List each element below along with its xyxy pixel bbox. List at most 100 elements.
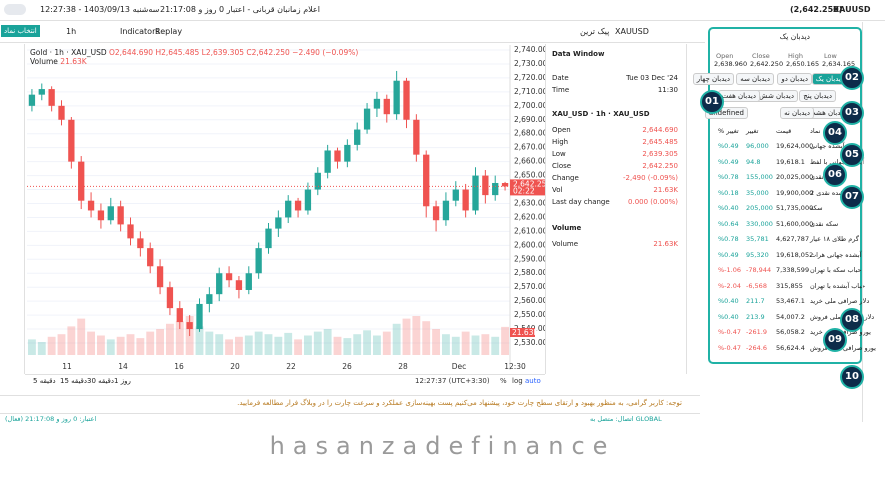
watchlist-cell: %0.49	[718, 142, 739, 150]
candle-body	[275, 217, 282, 229]
volume-bar	[87, 331, 95, 355]
volume-bar	[136, 338, 145, 355]
watchlist-cell: 7,338,599	[776, 266, 810, 274]
volume-bar	[461, 331, 470, 355]
volume-bar	[284, 332, 293, 355]
replay-button[interactable]: Replay	[155, 27, 183, 36]
volume-bar	[235, 336, 243, 355]
y-tick-label: 2,670.000	[514, 143, 545, 152]
x-tick-label: 16	[174, 362, 184, 371]
range-button[interactable]: دقیقه 30	[87, 377, 115, 385]
x-tick-label: Dec	[452, 362, 467, 371]
candle-body	[334, 150, 341, 162]
step-badge: 04	[823, 121, 847, 145]
watchlist-cell: 96,000	[746, 142, 769, 150]
x-tick-label: 20	[230, 362, 240, 371]
volume-bar	[37, 342, 46, 355]
range-button[interactable]: دقیقه 15	[60, 377, 88, 385]
candle-body	[501, 182, 509, 187]
candle-body	[196, 303, 203, 330]
theme-toggle[interactable]	[4, 4, 26, 15]
volume-bar	[28, 339, 36, 355]
watchlist-tab[interactable]: دیدبان سه	[736, 73, 774, 85]
volume-label: Volume	[30, 57, 58, 66]
candle-body	[78, 161, 85, 201]
watchlist-cell: %-0.47	[718, 343, 741, 352]
volume-bar	[333, 336, 342, 355]
data-value: 11:30	[657, 86, 678, 94]
candle-body	[255, 248, 262, 274]
watchlist-cell: 330,000	[746, 219, 773, 228]
candle-body	[423, 154, 430, 207]
volume-bar	[481, 334, 490, 355]
y-tick-label: 2,710.000	[514, 87, 545, 96]
watchlist-cell: سکه نقدی	[810, 219, 839, 228]
candle-body	[28, 94, 36, 106]
summary-value: 2,634.165	[822, 60, 856, 68]
candle-body	[314, 172, 321, 190]
watchlist-tab[interactable]: دیدبان هفت	[717, 90, 760, 102]
layout-name[interactable]: پیک ترین	[580, 27, 610, 36]
x-tick-label: 28	[398, 362, 408, 371]
candle-body	[166, 287, 174, 309]
y-tick-label: 2,650.000	[514, 171, 545, 180]
watchlist-tab[interactable]: دیدبان شش	[755, 90, 798, 102]
watchlist-cell: %0.49	[718, 157, 739, 166]
indicators-button[interactable]: Indicators	[120, 27, 160, 36]
summary-value: 2,638.960	[714, 60, 748, 68]
watchlist-title[interactable]: دیدبان یک	[779, 32, 810, 41]
connection-status: اتصال: متصل به GLOBAL	[590, 415, 662, 423]
candle-body	[413, 119, 420, 155]
watchlist-cell: 95,320	[746, 250, 769, 259]
range-button[interactable]: روز 1	[114, 377, 131, 385]
watchlist-tab[interactable]: دیدبان دو	[777, 73, 812, 85]
interval-button[interactable]: 1h	[66, 27, 77, 36]
volume-title: Volume	[552, 224, 582, 232]
data-label: Change	[552, 174, 579, 182]
column-header: تغییر	[746, 127, 759, 135]
volume-bar	[323, 329, 332, 355]
volume-bar	[175, 321, 184, 355]
watchlist-cell: 51,600,000	[776, 219, 814, 228]
watchlist-cell: 19,900,000	[776, 188, 814, 197]
data-label: High	[552, 138, 569, 146]
summary-value: 2,642.250	[750, 60, 784, 68]
watchlist-tab[interactable]: دیدبان چهار	[692, 73, 734, 85]
candle-body	[107, 206, 114, 221]
y-tick-label: 2,550.000	[514, 310, 545, 319]
last-price-badge	[510, 179, 545, 196]
range-button[interactable]: دقیقه 5	[33, 377, 56, 385]
watchlist-tab[interactable]: دیدبان نه	[780, 107, 814, 119]
candle-body	[87, 200, 95, 211]
watchlist-cell: %0.40	[718, 204, 739, 212]
watchlist-cell: %0.78	[718, 173, 739, 181]
x-tick-label: 26	[342, 362, 352, 371]
watchlist-tab[interactable]: دیدبان پنج	[799, 90, 836, 102]
series-title: XAU_USD · 1h · XAU_USD	[552, 110, 650, 118]
volume-badge-label: 21.63K	[512, 328, 539, 337]
chart-title: Gold · 1h · XAU_USD	[30, 48, 107, 57]
data-label: Volume	[552, 240, 579, 248]
data-window-title: Data Window	[552, 50, 605, 58]
watchlist-cell: %0.78	[718, 235, 739, 243]
volume-bar	[244, 335, 253, 355]
footer-clock: 12:27:37 (UTC+3:30)	[415, 377, 490, 385]
volume-bar	[57, 334, 66, 355]
watchlist-cell: -261.9	[746, 328, 767, 336]
y-tick-label: 2,680.000	[514, 129, 545, 138]
watchlist-cell: گرم طلای ۱۸ عیار	[810, 235, 859, 243]
credit-status: اعتبار: 0 روز و 21:17:08 (فعال)	[5, 415, 97, 423]
watchlist-cell: -264.6	[746, 343, 767, 352]
summary-label: High	[788, 52, 803, 60]
watchlist-cell: 155,000	[746, 173, 773, 181]
y-tick-label: 2,730.000	[514, 59, 545, 68]
watchlist-tab[interactable]: دیدبان یک	[811, 73, 848, 85]
volume-bar	[501, 326, 509, 355]
select-symbol-button[interactable]: انتخاب نماد	[1, 25, 40, 37]
data-value: 21.63K	[653, 186, 678, 194]
candle-body	[285, 200, 292, 218]
ohlc-legend: O2,644.690 H2,645.485 L2,639.305 C2,642.…	[109, 48, 359, 57]
watchlist-cell: 19,624,000	[776, 142, 814, 150]
volume-bar	[126, 334, 135, 355]
toolbar-symbol[interactable]: XAUUSD	[615, 27, 649, 36]
